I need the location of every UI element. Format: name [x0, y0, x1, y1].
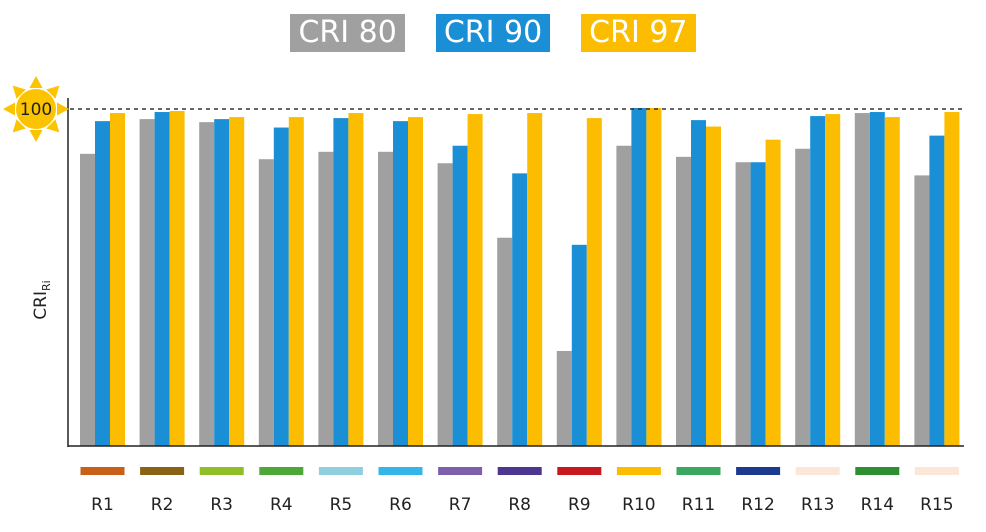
- bar-cri-90-r8: [512, 173, 528, 446]
- bar-cri-80-r12: [735, 162, 751, 446]
- bar-cri-90-r3: [214, 119, 230, 447]
- color-swatch-r13: [795, 467, 840, 475]
- color-swatch-r10: [616, 467, 661, 475]
- legend-item-cri-80: CRI 80: [290, 14, 405, 52]
- x-tick-label-r8: R8: [508, 495, 531, 515]
- reference-line-group: 100: [3, 76, 964, 142]
- legend-item-cri-97: CRI 97: [581, 14, 696, 52]
- color-swatch-r5: [318, 467, 363, 475]
- bar-cri-97-r15: [944, 112, 960, 447]
- bar-cri-80-r8: [497, 237, 513, 446]
- category-swatches: [80, 467, 959, 475]
- bar-cri-97-r4: [288, 117, 304, 446]
- color-swatch-r14: [855, 467, 900, 475]
- x-tick-label-r12: R12: [741, 495, 774, 515]
- bar-cri-97-r5: [348, 113, 364, 446]
- x-tick-label-r15: R15: [920, 495, 953, 515]
- bar-cri-90-r12: [750, 162, 766, 446]
- bar-cri-90-r7: [452, 145, 468, 446]
- x-tick-label-r10: R10: [622, 495, 655, 515]
- bar-cri-90-r10: [631, 107, 647, 446]
- reference-line-label: 100: [20, 100, 52, 120]
- bar-cri-80-r2: [139, 119, 155, 447]
- bar-cri-97-r2: [169, 111, 185, 446]
- bar-cri-97-r14: [884, 117, 900, 446]
- bars-group: [80, 107, 960, 447]
- x-tick-label-r11: R11: [682, 495, 715, 515]
- color-swatch-r1: [80, 467, 125, 475]
- bar-cri-90-r9: [571, 244, 587, 446]
- color-swatch-r9: [557, 467, 602, 475]
- color-swatch-r2: [140, 467, 185, 475]
- bar-cri-80-r11: [676, 156, 691, 446]
- bar-cri-80-r3: [199, 122, 215, 446]
- y-axis-label-group: CRIRi: [31, 280, 53, 319]
- bar-cri-97-r3: [229, 117, 245, 446]
- y-axis-label-main: CRI: [31, 291, 51, 320]
- bar-cri-97-r11: [706, 126, 721, 447]
- color-swatch-r4: [259, 467, 304, 475]
- x-tick-label-r14: R14: [861, 495, 894, 515]
- bar-cri-97-r1: [110, 113, 125, 446]
- bar-cri-90-r14: [869, 112, 885, 447]
- x-tick-label-r13: R13: [801, 495, 834, 515]
- y-axis-label-subscript: Ri: [40, 280, 53, 291]
- bar-cri-80-r10: [616, 145, 632, 446]
- bar-cri-80-r9: [556, 350, 572, 446]
- bar-cri-90-r4: [273, 127, 289, 446]
- sun-icon: 100: [3, 76, 69, 142]
- bar-cri-80-r6: [378, 151, 393, 446]
- x-tick-labels: R1 R2 R3 R4 R5 R6 R7 R8 R9 R10 R11 R12 R13 R14 R15: [91, 495, 953, 515]
- color-swatch-r3: [199, 467, 244, 475]
- color-swatch-r12: [736, 467, 781, 475]
- bar-cri-80-r1: [80, 153, 95, 447]
- color-swatch-r7: [438, 467, 483, 475]
- x-tick-label-r2: R2: [151, 495, 174, 515]
- bar-cri-90-r13: [810, 116, 826, 447]
- bar-cri-90-r15: [929, 135, 945, 447]
- bar-cri-80-r15: [914, 175, 930, 446]
- bar-cri-97-r6: [408, 117, 423, 446]
- bar-cri-97-r10: [646, 107, 662, 446]
- bar-cri-97-r8: [527, 113, 543, 446]
- bar-cri-80-r7: [437, 163, 453, 446]
- bar-cri-90-r6: [393, 121, 408, 447]
- bar-cri-97-r13: [825, 114, 841, 447]
- color-swatch-r8: [497, 467, 542, 475]
- bar-cri-80-r13: [795, 148, 811, 447]
- x-tick-label-r6: R6: [389, 495, 412, 515]
- legend-item-cri-90: CRI 90: [435, 14, 551, 52]
- x-tick-label-r1: R1: [91, 495, 114, 515]
- x-tick-label-r3: R3: [210, 495, 233, 515]
- color-swatch-r11: [676, 467, 721, 475]
- color-swatch-r15: [914, 467, 959, 475]
- bar-cri-80-r4: [258, 159, 274, 446]
- axes-group: [67, 98, 964, 447]
- x-tick-label-r7: R7: [449, 495, 472, 515]
- color-swatch-r6: [378, 467, 423, 475]
- x-tick-label-r9: R9: [568, 495, 591, 515]
- bar-cri-97-r12: [765, 139, 781, 447]
- bar-cri-80-r14: [854, 113, 870, 446]
- bar-cri-90-r5: [333, 118, 349, 446]
- bar-cri-90-r2: [154, 112, 170, 447]
- y-axis-label: CRIRi: [31, 280, 53, 319]
- bar-cri-97-r9: [586, 118, 602, 446]
- bar-cri-90-r1: [95, 121, 110, 447]
- bar-cri-90-r11: [691, 120, 706, 446]
- legend: CRI 80 CRI 90 CRI 97: [0, 14, 986, 52]
- x-tick-label-r4: R4: [270, 495, 293, 515]
- x-tick-label-r5: R5: [330, 495, 353, 515]
- bar-cri-97-r7: [467, 114, 483, 447]
- bar-cri-80-r5: [318, 151, 334, 446]
